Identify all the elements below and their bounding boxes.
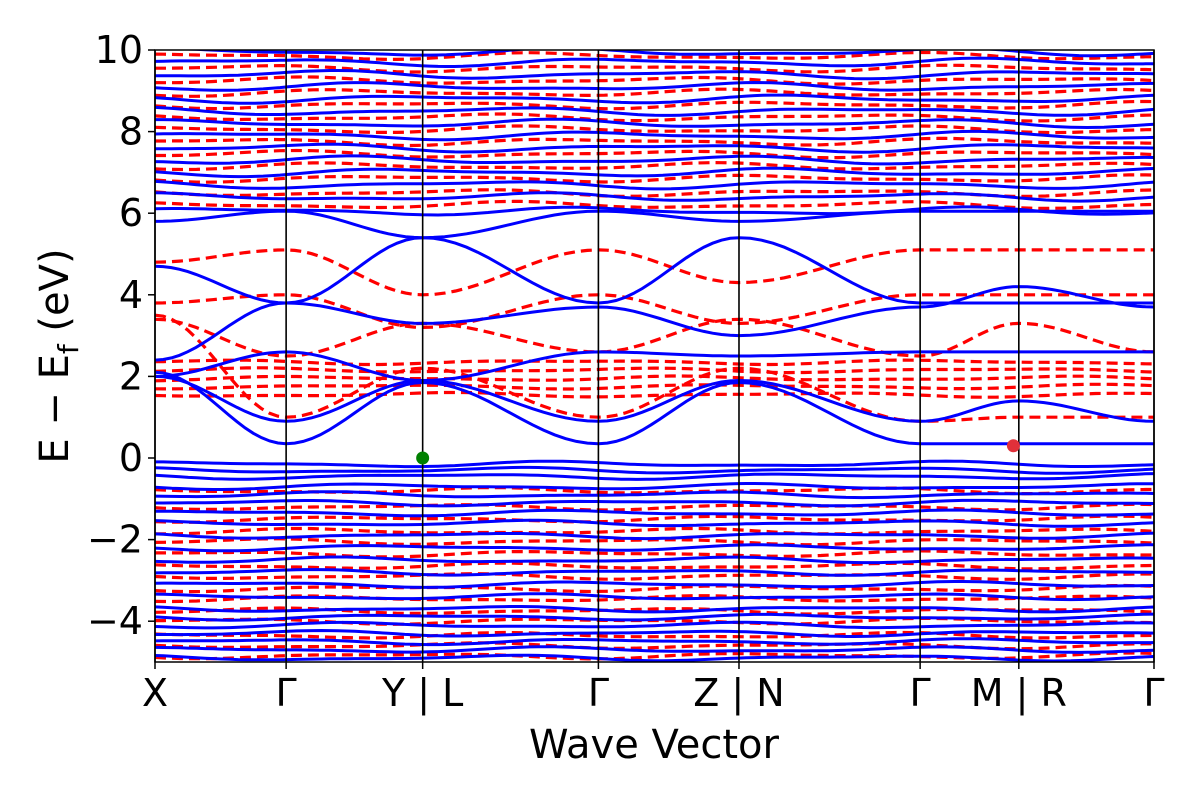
band-line-spin-down — [155, 549, 1154, 559]
band-line-spin-up — [155, 179, 1154, 191]
band-line-spin-down — [155, 641, 1154, 651]
y-tick-label: −4 — [87, 599, 143, 643]
band-line-spin-down — [155, 366, 1154, 375]
band-line-spin-down — [155, 50, 1154, 61]
band-line-spin-down — [155, 502, 1154, 512]
x-tick-label: Γ — [1143, 671, 1164, 715]
band-line-spin-up — [155, 653, 1154, 662]
band-line-spin-up — [155, 370, 1154, 446]
bands-layer — [155, 50, 1154, 662]
band-line-spin-up — [155, 69, 1154, 81]
band-line-spin-up — [155, 592, 1154, 602]
band-line-spin-up — [155, 645, 1154, 654]
y-axis-title-unit: (eV) — [32, 248, 78, 344]
y-axis-title-sub: f — [52, 343, 85, 354]
band-line-spin-up — [155, 374, 1154, 423]
band-line-spin-up — [155, 620, 1154, 630]
band-line-spin-up — [155, 465, 1154, 475]
band-line-spin-up — [155, 236, 1154, 362]
band-line-spin-up — [155, 580, 1154, 589]
x-axis: X Γ Y | L Γ Z | N Γ M | R Γ — [142, 662, 1165, 716]
x-tick-label: M | R — [971, 671, 1067, 716]
x-tick-label: Z | N — [693, 671, 784, 716]
y-tick-label: 6 — [119, 191, 143, 235]
band-line-spin-down — [155, 561, 1154, 571]
band-line-spin-up — [155, 508, 1154, 518]
x-tick-label: Γ — [588, 671, 609, 715]
band-line-spin-down — [155, 124, 1154, 135]
band-line-spin-up — [155, 191, 1154, 203]
band-line-spin-up — [155, 543, 1154, 553]
band-line-spin-up — [155, 105, 1154, 117]
band-line-spin-up — [155, 555, 1154, 565]
band-line-spin-down — [155, 486, 1154, 496]
band-line-spin-up — [155, 264, 1154, 338]
band-line-spin-up — [155, 568, 1154, 577]
band-line-spin-up — [155, 531, 1154, 541]
cbm-marker — [1006, 439, 1020, 453]
band-line-spin-down — [155, 583, 1154, 594]
band-line-spin-down — [155, 514, 1154, 524]
band-line-spin-down — [155, 630, 1154, 640]
y-tick-label: 2 — [119, 354, 143, 398]
band-line-spin-down — [155, 358, 1154, 367]
band-line-spin-up — [155, 482, 1154, 491]
band-line-spin-up — [155, 490, 1154, 500]
band-line-spin-down — [155, 572, 1154, 581]
band-line-spin-down — [155, 390, 1154, 399]
band-line-spin-down — [155, 199, 1154, 211]
y-tick-label: 4 — [119, 273, 143, 317]
band-line-spin-up — [155, 56, 1154, 68]
band-line-spin-down — [155, 99, 1154, 111]
band-line-spin-up — [155, 637, 1154, 647]
plot-frame — [154, 49, 1155, 663]
y-axis: −4 −2 0 2 4 6 8 10 — [87, 28, 155, 643]
band-line-spin-down — [155, 148, 1154, 160]
band-line-spin-up — [155, 142, 1154, 154]
band-line-spin-down — [155, 374, 1154, 383]
vbm-marker — [416, 451, 430, 465]
band-line-spin-down — [155, 136, 1154, 148]
x-tick-label: Γ — [910, 671, 931, 715]
band-line-spin-up — [155, 166, 1154, 179]
y-axis-title: E − Ef (eV) — [32, 248, 85, 463]
band-line-spin-up — [155, 498, 1154, 508]
band-line-spin-up — [155, 80, 1154, 92]
band-line-spin-up — [155, 205, 1154, 217]
band-line-spin-down — [155, 313, 1154, 423]
band-line-spin-down — [155, 87, 1154, 98]
extrema-markers — [416, 439, 1020, 465]
band-line-spin-up — [155, 472, 1154, 481]
band-line-spin-up — [155, 518, 1154, 528]
y-tick-label: 8 — [119, 110, 143, 154]
band-line-spin-down — [155, 160, 1154, 172]
band-line-spin-down — [155, 248, 1154, 297]
band-line-spin-up — [155, 612, 1154, 622]
band-line-spin-down — [155, 526, 1154, 536]
band-line-spin-down — [155, 63, 1154, 74]
band-line-spin-up — [155, 93, 1154, 105]
x-axis-title: Wave Vector — [529, 722, 780, 768]
band-line-spin-up — [155, 209, 1154, 240]
band-line-spin-up — [155, 628, 1154, 638]
y-axis-title-main: E − E — [32, 354, 78, 464]
band-line-spin-up — [155, 459, 1154, 469]
band-line-spin-down — [155, 173, 1154, 184]
band-line-spin-up — [155, 129, 1154, 142]
band-line-spin-up — [155, 117, 1154, 130]
band-line-spin-up — [155, 50, 1154, 58]
y-tick-label: −2 — [87, 518, 143, 562]
band-line-spin-down — [155, 75, 1154, 86]
y-tick-label: 0 — [119, 436, 143, 480]
x-tick-label: Y | L — [381, 671, 463, 716]
band-line-spin-down — [155, 382, 1154, 391]
band-line-spin-down — [155, 651, 1154, 661]
x-tick-label: Γ — [276, 671, 297, 715]
band-line-spin-up — [155, 154, 1154, 166]
band-line-spin-up — [155, 350, 1154, 383]
x-tick-label: X — [142, 671, 168, 715]
y-tick-label: 10 — [95, 28, 143, 72]
band-line-spin-up — [155, 605, 1154, 614]
